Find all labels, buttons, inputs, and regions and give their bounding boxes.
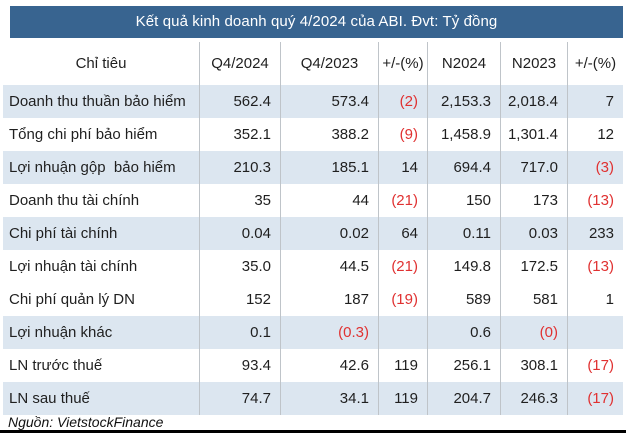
cell: 149.8: [427, 250, 500, 283]
row-label: LN sau thuế: [3, 382, 199, 415]
table-header-row: Chỉ tiêu Q4/2024 Q4/2023 +/-(%) N2024 N2…: [3, 42, 623, 85]
cell: 581: [500, 283, 567, 316]
cell: (0): [500, 316, 567, 349]
cell: 1,458.9: [427, 118, 500, 151]
cell: 187: [280, 283, 378, 316]
cell: 74.7: [199, 382, 280, 415]
cell: 152: [199, 283, 280, 316]
row-label: Doanh thu thuần bảo hiểm: [3, 85, 199, 118]
row-label: Lợi nhuận gộp bảo hiểm: [3, 151, 199, 184]
cell: 119: [378, 382, 427, 415]
table-row: Doanh thu thuần bảo hiểm 562.4 573.4 (2)…: [3, 85, 623, 118]
cell: (0.3): [280, 316, 378, 349]
table-row: Lợi nhuận gộp bảo hiểm 210.3 185.1 14 69…: [3, 151, 623, 184]
row-label: Lợi nhuận khác: [3, 316, 199, 349]
source-note: Nguồn: VietstockFinance: [8, 414, 164, 430]
cell: [378, 316, 427, 349]
cell: 35.0: [199, 250, 280, 283]
cell: 119: [378, 349, 427, 382]
cell: 0.03: [500, 217, 567, 250]
cell: 0.1: [199, 316, 280, 349]
table-row: Lợi nhuận tài chính 35.0 44.5 (21) 149.8…: [3, 250, 623, 283]
cell: 44: [280, 184, 378, 217]
cell: 172.5: [500, 250, 567, 283]
cell: 44.5: [280, 250, 378, 283]
table-row: Doanh thu tài chính 35 44 (21) 150 173 (…: [3, 184, 623, 217]
cell: (13): [567, 250, 623, 283]
cell: 0.6: [427, 316, 500, 349]
cell: 308.1: [500, 349, 567, 382]
row-label: Lợi nhuận tài chính: [3, 250, 199, 283]
cell: (2): [378, 85, 427, 118]
cell: (21): [378, 184, 427, 217]
cell: 2,153.3: [427, 85, 500, 118]
cell: 694.4: [427, 151, 500, 184]
table-row: Chi phí tài chính 0.04 0.02 64 0.11 0.03…: [3, 217, 623, 250]
cell: 93.4: [199, 349, 280, 382]
column-header-chi-tieu: Chỉ tiêu: [75, 55, 127, 72]
cell: 233: [567, 217, 623, 250]
financial-table: Chỉ tiêu Q4/2024 Q4/2023 +/-(%) N2024 N2…: [3, 42, 623, 415]
cell: 246.3: [500, 382, 567, 415]
cell: 42.6: [280, 349, 378, 382]
cell: 173: [500, 184, 567, 217]
cell: (19): [378, 283, 427, 316]
cell: (21): [378, 250, 427, 283]
column-header-n2023: N2023: [500, 42, 567, 85]
table-row: LN sau thuế 74.7 34.1 119 204.7 246.3 (1…: [3, 382, 623, 415]
cell: 35: [199, 184, 280, 217]
cell: 573.4: [280, 85, 378, 118]
cell: 14: [378, 151, 427, 184]
cell: (13): [567, 184, 623, 217]
table-row: Chi phí quản lý DN 152 187 (19) 589 581 …: [3, 283, 623, 316]
cell: (9): [378, 118, 427, 151]
cell: 1,301.4: [500, 118, 567, 151]
row-label: Doanh thu tài chính: [3, 184, 199, 217]
cell: 1: [567, 283, 623, 316]
cell: 7: [567, 85, 623, 118]
cell: 352.1: [199, 118, 280, 151]
cell: 589: [427, 283, 500, 316]
table-title: Kết quả kinh doanh quý 4/2024 của ABI. Đ…: [10, 6, 623, 38]
cell: 256.1: [427, 349, 500, 382]
cell: 204.7: [427, 382, 500, 415]
cell: 210.3: [199, 151, 280, 184]
column-header-pct-qoq: +/-(%): [378, 42, 427, 85]
column-header-q4-2024: Q4/2024: [199, 42, 280, 85]
cell: [567, 316, 623, 349]
column-header-pct-yoy: +/-(%): [567, 42, 623, 85]
cell: (17): [567, 382, 623, 415]
cell: (17): [567, 349, 623, 382]
cell: 12: [567, 118, 623, 151]
table-row: Tổng chi phí bảo hiểm 352.1 388.2 (9) 1,…: [3, 118, 623, 151]
column-header-q4-2023: Q4/2023: [280, 42, 378, 85]
cell: 0.02: [280, 217, 378, 250]
column-header-n2024: N2024: [427, 42, 500, 85]
row-label: LN trước thuế: [3, 349, 199, 382]
cell: 150: [427, 184, 500, 217]
cell: 64: [378, 217, 427, 250]
cell: 562.4: [199, 85, 280, 118]
row-label: Chi phí quản lý DN: [3, 283, 199, 316]
cell: 185.1: [280, 151, 378, 184]
cell: 388.2: [280, 118, 378, 151]
cell: 2,018.4: [500, 85, 567, 118]
bottom-border-line: [0, 430, 626, 433]
table-row: Lợi nhuận khác 0.1 (0.3) 0.6 (0): [3, 316, 623, 349]
row-label: Chi phí tài chính: [3, 217, 199, 250]
table-row: LN trước thuế 93.4 42.6 119 256.1 308.1 …: [3, 349, 623, 382]
cell: (3): [567, 151, 623, 184]
row-label: Tổng chi phí bảo hiểm: [3, 118, 199, 151]
cell: 0.04: [199, 217, 280, 250]
cell: 0.11: [427, 217, 500, 250]
table-body: Doanh thu thuần bảo hiểm 562.4 573.4 (2)…: [3, 85, 623, 415]
cell: 717.0: [500, 151, 567, 184]
cell: 34.1: [280, 382, 378, 415]
